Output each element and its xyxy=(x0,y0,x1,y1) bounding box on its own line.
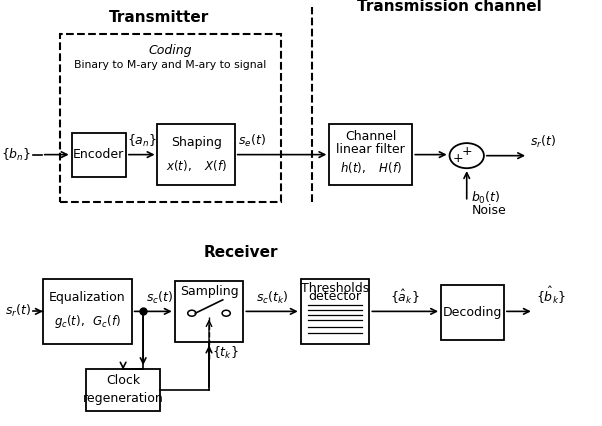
Text: detector: detector xyxy=(308,290,362,303)
Text: Binary to M-ary and M-ary to signal: Binary to M-ary and M-ary to signal xyxy=(74,60,267,70)
Text: $\{b_n\}$: $\{b_n\}$ xyxy=(1,147,31,163)
Circle shape xyxy=(222,310,231,316)
Text: +: + xyxy=(453,152,464,165)
Text: $\{a_n\}$: $\{a_n\}$ xyxy=(127,133,157,149)
Text: Thresholds: Thresholds xyxy=(301,282,369,295)
Text: $s_c(t)$: $s_c(t)$ xyxy=(146,290,173,306)
Text: Receiver: Receiver xyxy=(203,245,278,260)
Text: $s_c(t_k)$: $s_c(t_k)$ xyxy=(256,290,288,306)
Text: $s_r(t)$: $s_r(t)$ xyxy=(530,134,556,150)
Text: $s_r(t)$: $s_r(t)$ xyxy=(5,303,31,320)
Text: $s_e(t)$: $s_e(t)$ xyxy=(238,133,265,149)
Text: $h(t),\quad H(f)$: $h(t),\quad H(f)$ xyxy=(340,161,402,176)
Circle shape xyxy=(188,310,196,316)
FancyBboxPatch shape xyxy=(72,132,126,176)
FancyBboxPatch shape xyxy=(43,279,132,344)
Text: Shaping: Shaping xyxy=(171,136,222,149)
FancyBboxPatch shape xyxy=(60,35,281,201)
Text: $x(t),\quad X(f)$: $x(t),\quad X(f)$ xyxy=(166,158,226,173)
Text: Coding: Coding xyxy=(149,43,192,57)
FancyBboxPatch shape xyxy=(300,279,370,344)
Text: Noise: Noise xyxy=(471,204,506,217)
Text: Decoding: Decoding xyxy=(442,306,502,319)
FancyBboxPatch shape xyxy=(175,281,243,342)
Text: Equalization: Equalization xyxy=(49,291,126,304)
Text: $\{\hat{b}_k\}$: $\{\hat{b}_k\}$ xyxy=(536,285,566,306)
Text: $\{t_k\}$: $\{t_k\}$ xyxy=(212,345,238,361)
Text: linear filter: linear filter xyxy=(337,143,405,156)
FancyBboxPatch shape xyxy=(441,285,504,340)
Text: Transmission channel: Transmission channel xyxy=(357,0,542,14)
Text: $b_0(t)$: $b_0(t)$ xyxy=(471,190,501,206)
FancyBboxPatch shape xyxy=(86,369,160,411)
Text: Transmitter: Transmitter xyxy=(109,10,209,25)
Text: Clock
regeneration: Clock regeneration xyxy=(82,374,164,405)
Text: +: + xyxy=(461,145,472,158)
Text: $\{\hat{a}_k\}$: $\{\hat{a}_k\}$ xyxy=(390,288,420,306)
Text: Channel: Channel xyxy=(345,130,397,143)
FancyBboxPatch shape xyxy=(329,124,412,185)
Text: Encoder: Encoder xyxy=(73,148,125,161)
Text: $g_c(t),\;\;G_c(f)$: $g_c(t),\;\;G_c(f)$ xyxy=(54,313,121,330)
FancyBboxPatch shape xyxy=(158,124,235,185)
Text: Sampling: Sampling xyxy=(180,285,238,299)
